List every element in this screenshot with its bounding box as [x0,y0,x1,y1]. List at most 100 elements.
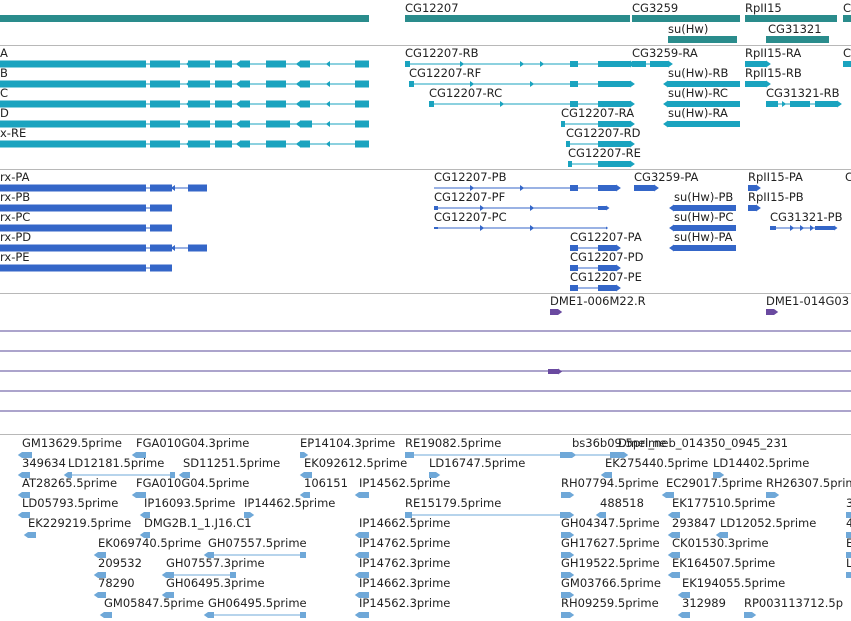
feature-label[interactable]: CG31321-PB [770,210,843,224]
exon-block[interactable] [434,206,438,210]
est-block[interactable] [300,452,304,458]
est-label[interactable]: IP14562.3prime [359,596,451,610]
est-label[interactable]: RH07794.5prime [561,476,659,490]
strand-arrow-icon[interactable] [63,472,68,478]
strand-arrow-icon[interactable] [667,552,672,558]
exon-block[interactable] [355,60,369,68]
feature-label[interactable]: RpII15-RB [745,66,802,80]
strand-arrow-icon[interactable] [705,245,710,251]
strand-arrow-icon[interactable] [203,612,208,618]
exon-block[interactable] [188,184,207,192]
feature-label[interactable]: RpII15-RA [745,46,802,60]
strand-arrow-icon[interactable] [654,184,659,192]
exon-block[interactable] [240,100,250,108]
strand-arrow-icon[interactable] [668,60,673,68]
exon-block[interactable] [240,60,250,68]
est-label[interactable]: bs36b09.5prime [572,436,667,450]
est-block[interactable] [561,552,570,558]
est-block[interactable] [846,552,851,558]
est-block[interactable] [429,472,436,478]
exon-block[interactable] [598,285,616,291]
strand-arrow-icon[interactable] [616,264,621,272]
est-label[interactable]: 488518 [600,496,644,510]
est-label[interactable]: GH06495.3prime [166,576,265,590]
exon-block[interactable] [598,206,606,210]
strand-arrow-icon[interactable] [782,101,787,107]
strand-arrow-icon[interactable] [630,120,635,128]
exon-block[interactable] [240,140,250,148]
gene-bar[interactable] [668,15,740,22]
est-block[interactable] [666,492,674,498]
strand-arrow-icon[interactable] [766,60,771,68]
strand-arrow-icon[interactable] [630,140,635,148]
oligo-block[interactable] [766,309,774,315]
strand-arrow-icon[interactable] [295,101,300,107]
strand-arrow-icon[interactable] [17,452,22,458]
est-label[interactable]: LD16747.5prime [429,456,526,470]
est-label[interactable]: GH17627.5prime [561,536,660,550]
est-block[interactable] [720,532,728,538]
exon-block[interactable] [355,140,369,148]
est-block[interactable] [300,612,306,618]
exon-block[interactable] [188,120,210,128]
est-block[interactable] [304,492,310,498]
exon-block[interactable] [300,100,310,108]
feature-label[interactable]: CG12207-PC [434,210,507,224]
est-block[interactable] [144,512,150,518]
est-label[interactable]: RE19082.5prime [405,436,502,450]
est-label[interactable]: GH04347.5prime [561,516,660,530]
est-block[interactable] [300,552,306,558]
est-label[interactable]: GM03766.5prime [561,576,661,590]
strand-arrow-icon[interactable] [837,100,842,108]
est-label[interactable]: DMG2B.1_1.J16.C1 [144,516,252,530]
strand-arrow-icon[interactable] [520,185,525,191]
strand-arrow-icon[interactable] [203,552,208,558]
exon-block[interactable] [215,80,232,88]
est-block[interactable] [22,452,32,458]
strand-arrow-icon[interactable] [480,225,485,231]
exon-block[interactable] [0,60,146,68]
strand-arrow-icon[interactable] [139,532,144,538]
exon-block[interactable] [568,161,572,167]
gene-label[interactable]: CG12207 [405,1,459,15]
exon-block[interactable] [300,140,310,148]
exon-block[interactable] [598,121,630,127]
strand-arrow-icon[interactable] [705,205,710,211]
feature-label[interactable]: su(Hw)-RB [668,66,729,80]
est-label[interactable]: IP14662.5prime [359,516,451,530]
strand-arrow-icon[interactable] [325,141,330,147]
est-label[interactable]: SD11251.5prime [183,456,281,470]
est-label[interactable]: IP14662.3prime [359,576,451,590]
est-block[interactable] [144,532,150,538]
est-block[interactable] [561,572,570,578]
strand-arrow-icon[interactable] [630,100,635,108]
est-block[interactable] [136,452,146,458]
strand-arrow-icon[interactable] [295,81,300,87]
strand-arrow-icon[interactable] [470,185,475,191]
feature-label[interactable]: rx-PB [0,190,31,204]
est-label[interactable]: LD12052.5prime [720,516,817,530]
strand-arrow-icon[interactable] [685,225,690,231]
est-label[interactable]: LD14402.5prime [713,456,810,470]
strand-arrow-icon[interactable] [558,368,563,375]
est-block[interactable] [170,472,175,478]
est-block[interactable] [208,612,214,618]
strand-arrow-icon[interactable] [663,120,668,128]
strand-arrow-icon[interactable] [774,309,779,315]
exon-block[interactable] [188,100,210,108]
est-block[interactable] [230,572,236,578]
gene-bar[interactable] [668,36,737,43]
exon-block[interactable] [843,61,851,67]
strand-arrow-icon[interactable] [250,512,255,518]
feature-label[interactable]: su(Hw)-PC [674,210,734,224]
exon-block[interactable] [0,204,146,212]
exon-block[interactable] [598,245,616,251]
strand-arrow-icon[interactable] [570,512,575,518]
est-block[interactable] [561,592,570,598]
oligo-block[interactable] [550,309,558,315]
est-label[interactable]: FGA010G04.5prime [136,476,250,490]
est-label[interactable]: Dmel_neb_014350_0945_231 [618,436,789,450]
strand-arrow-icon[interactable] [170,185,175,191]
feature-label[interactable]: rx-PC [0,210,31,224]
